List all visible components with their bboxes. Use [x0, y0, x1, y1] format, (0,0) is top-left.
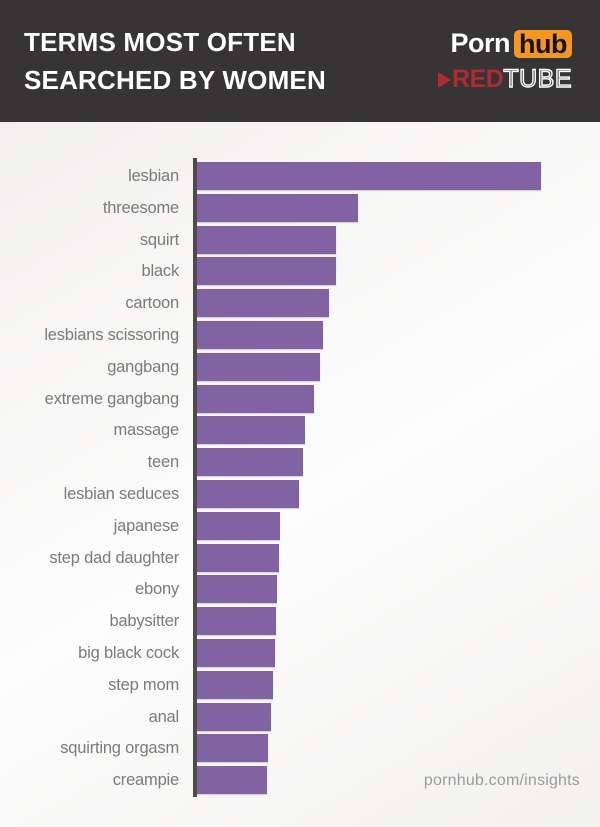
bar-label: babysitter	[109, 612, 179, 631]
bar-row: japanese	[0, 511, 600, 540]
bar	[196, 257, 336, 286]
bar	[196, 543, 280, 572]
bar-label: step mom	[108, 675, 179, 694]
bar-label: big black cock	[78, 643, 179, 662]
bar	[196, 352, 321, 381]
page-title: TERMS MOST OFTEN SEARCHED BY WOMEN	[24, 23, 326, 99]
bar-label: black	[141, 262, 179, 281]
bar-label: lesbian	[128, 167, 179, 185]
header: TERMS MOST OFTEN SEARCHED BY WOMEN Porn …	[0, 0, 600, 122]
redtube-logo: RED TUBE	[438, 64, 573, 94]
bar	[196, 320, 324, 349]
bar-label: step dad daughter	[49, 548, 179, 567]
bar-row: massage	[0, 416, 600, 445]
bar	[196, 448, 303, 477]
bar-row: babysitter	[0, 607, 600, 636]
bar-label: massage	[113, 421, 179, 440]
bar-row: gangbang	[0, 352, 600, 381]
bar	[196, 479, 299, 508]
bar-label: creampie	[112, 771, 179, 790]
title-line-2: SEARCHED BY WOMEN	[24, 65, 326, 95]
bar-row: ebony	[0, 575, 600, 604]
bar-label: gangbang	[107, 357, 179, 376]
bar	[196, 734, 269, 763]
bar	[196, 193, 358, 222]
bar-row: lesbian	[0, 162, 600, 190]
bar-row: extreme gangbang	[0, 384, 600, 413]
bar-row: lesbian seduces	[0, 479, 600, 508]
bar	[196, 670, 273, 699]
chart-area: lesbian threesome squirt black cartoon lesbia…	[0, 122, 600, 827]
bar-label: threesome	[102, 198, 179, 217]
bar	[196, 511, 280, 540]
bar	[196, 766, 268, 795]
play-triangle-icon	[438, 71, 452, 88]
bar-row: cartoon	[0, 289, 600, 318]
pornhub-logo: Porn hub	[450, 28, 572, 59]
bar-row: lesbians scissoring	[0, 320, 600, 349]
bar	[196, 162, 541, 190]
bar-row: black	[0, 257, 600, 286]
redtube-logo-red: RED	[452, 65, 504, 93]
bar-row: step dad daughter	[0, 543, 600, 572]
bar-row: threesome	[0, 193, 600, 222]
brand-logos: Porn hub RED TUBE	[438, 28, 572, 94]
bar-row: teen	[0, 448, 600, 477]
title-line-1: TERMS MOST OFTEN	[24, 27, 296, 57]
redtube-logo-tube: TUBE	[503, 64, 573, 93]
bar	[196, 638, 275, 667]
bar	[196, 702, 272, 731]
pornhub-logo-text: Porn	[450, 28, 511, 58]
bar	[196, 289, 329, 318]
bar	[196, 384, 314, 413]
y-axis-line	[193, 158, 197, 797]
bar	[196, 416, 305, 445]
bar-label: japanese	[113, 516, 180, 535]
bar-label: anal	[148, 707, 180, 726]
bar	[196, 607, 276, 636]
bar-row: squirt	[0, 225, 600, 254]
bar-label: squirt	[139, 230, 179, 249]
bar-row: step mom	[0, 670, 600, 699]
bar-row: anal	[0, 702, 600, 731]
bar	[196, 575, 278, 604]
bar-chart: lesbian threesome squirt black cartoon lesbia…	[0, 122, 600, 797]
bar-label: cartoon	[125, 294, 179, 313]
bar-row: creampie	[0, 766, 600, 795]
bar-row: big black cock	[0, 638, 600, 667]
bar-label: ebony	[135, 580, 179, 599]
source-link: pornhub.com/insights	[423, 772, 580, 789]
pornhub-logo-hub-badge: hub	[514, 29, 572, 58]
bar-label: lesbians scissoring	[44, 325, 179, 344]
bar-label: teen	[147, 453, 180, 472]
bar-label: extreme gangbang	[44, 389, 180, 408]
bar	[196, 225, 337, 254]
bar-label: squirting orgasm	[60, 739, 179, 758]
bar-row: squirting orgasm	[0, 734, 600, 763]
bar-label: lesbian seduces	[63, 484, 180, 503]
